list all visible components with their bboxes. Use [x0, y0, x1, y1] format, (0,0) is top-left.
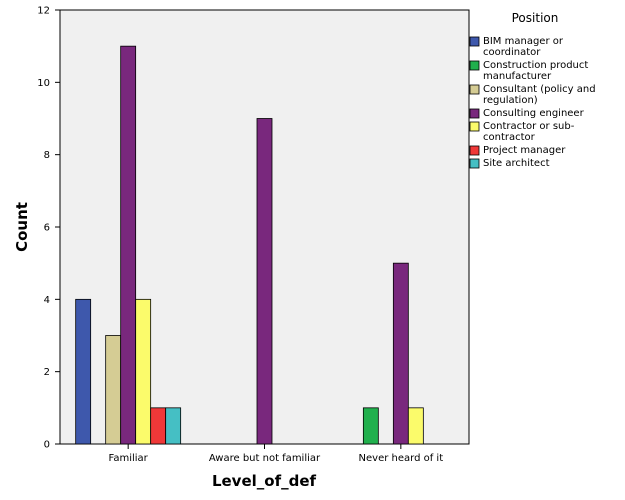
legend-swatch — [469, 145, 480, 156]
bar-contractor-or-sub-contractor-2 — [407, 407, 424, 445]
legend-label: Consulting engineer — [483, 108, 585, 119]
legend-swatch — [469, 158, 480, 169]
y-axis-title: Count — [13, 202, 31, 252]
legend-label: Site architect — [483, 158, 550, 169]
legend-label: Project manager — [483, 145, 566, 156]
x-axis-title: Level_of_def — [212, 472, 317, 490]
legend-swatch — [469, 108, 480, 119]
bar-consulting-engineer-0 — [120, 45, 137, 445]
y-tick-label: 10 — [37, 78, 50, 89]
legend-label: contractor — [483, 132, 536, 143]
legend-label: coordinator — [483, 47, 541, 58]
bar-consulting-engineer-2 — [392, 262, 409, 445]
legend-label: regulation) — [483, 95, 538, 106]
y-tick-label: 0 — [44, 440, 50, 451]
bar-site-architect-0 — [165, 407, 182, 445]
legend-title: Position — [512, 11, 559, 25]
x-tick-label: Never heard of it — [359, 453, 444, 464]
y-tick-label: 8 — [44, 150, 50, 161]
bar-consulting-engineer-1 — [256, 118, 273, 445]
legend-label: Construction product — [483, 60, 588, 71]
legend-label: Consultant (policy and — [483, 84, 596, 95]
y-tick-label: 6 — [44, 223, 50, 234]
bar-bim-manager-or-coordinator-0 — [75, 298, 92, 445]
x-tick-label: Aware but not familiar — [209, 453, 321, 464]
y-tick-label: 12 — [37, 6, 50, 17]
y-tick-label: 4 — [44, 295, 50, 306]
x-tick-label: Familiar — [109, 453, 149, 464]
bar-contractor-or-sub-contractor-0 — [135, 298, 152, 445]
bar-consultant-policy-and-regulation-0 — [105, 335, 122, 445]
legend-label: BIM manager or — [483, 36, 564, 47]
legend-swatch — [469, 36, 480, 47]
legend-label: Contractor or sub- — [483, 121, 575, 132]
legend-swatch — [469, 121, 480, 132]
legend-label: manufacturer — [483, 71, 552, 82]
bar-project-manager-0 — [150, 407, 167, 445]
legend-swatch — [469, 84, 480, 95]
legend-swatch — [469, 60, 480, 71]
bar-construction-product-manufacturer-2 — [362, 407, 379, 445]
y-tick-label: 2 — [44, 367, 50, 378]
